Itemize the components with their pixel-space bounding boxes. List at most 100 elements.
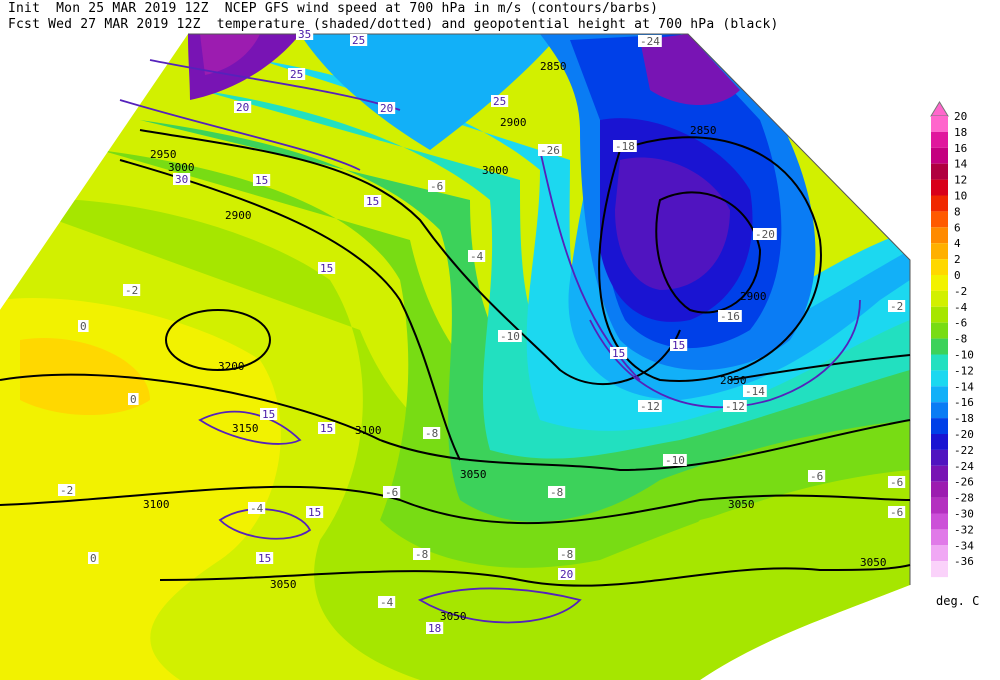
temperature-label: -18: [615, 140, 635, 153]
temperature-label: -20: [755, 228, 775, 241]
colorbar-label: -22: [954, 444, 974, 457]
header-forecast-line: Fcst Wed 27 MAR 2019 12Z temperature (sh…: [8, 17, 779, 32]
colorbar-label: 0: [954, 269, 961, 282]
colorbar-label: 16: [954, 142, 967, 155]
height-contour-label: 3000: [168, 161, 195, 174]
wind-speed-label: 15: [262, 408, 275, 421]
temperature-label: 0: [80, 320, 87, 333]
wind-speed-label: 15: [258, 552, 271, 565]
height-contour-label: 3100: [143, 498, 170, 511]
colorbar-label: 20: [954, 110, 967, 123]
height-contour-label: 3000: [482, 164, 509, 177]
wind-speed-label: 20: [236, 101, 249, 114]
colorbar-swatch: [931, 131, 948, 148]
temperature-label: -8: [560, 548, 573, 561]
wind-speed-label: 15: [612, 347, 625, 360]
temperature-label: -12: [725, 400, 745, 413]
height-contour-label: 3150: [232, 422, 259, 435]
wind-speed-label: 35: [298, 28, 311, 41]
temperature-label: -6: [385, 486, 398, 499]
wind-speed-label: 15: [366, 195, 379, 208]
colorbar-swatch: [931, 513, 948, 530]
wind-speed-label: 15: [308, 506, 321, 519]
colorbar-label: -30: [954, 508, 974, 521]
colorbar-label: -12: [954, 364, 974, 377]
height-contour-label: 3050: [460, 468, 487, 481]
height-contour-label: 3050: [440, 610, 467, 623]
colorbar-swatch: [931, 195, 948, 212]
wind-speed-label: 15: [672, 339, 685, 352]
colorbar-label: -24: [954, 460, 974, 473]
height-contour-label: 2850: [540, 60, 567, 73]
temperature-label: -4: [380, 596, 394, 609]
colorbar-swatch: [931, 449, 948, 466]
height-contour-label: 2950: [150, 148, 177, 161]
height-contour-label: 2900: [740, 290, 767, 303]
colorbar-label: -6: [954, 317, 967, 330]
colorbar-swatch: [931, 529, 948, 546]
temperature-label: -6: [890, 506, 903, 519]
height-contour-label: 3200: [218, 360, 245, 373]
colorbar-swatch: [931, 338, 948, 355]
wind-speed-label: 18: [428, 622, 441, 635]
colorbar-label: -2: [954, 285, 967, 298]
colorbar-arrow: [930, 101, 949, 117]
colorbar-swatch: [931, 497, 948, 514]
colorbar-swatch: [931, 322, 948, 339]
wind-speed-label: 15: [255, 174, 268, 187]
temperature-label: -8: [550, 486, 563, 499]
colorbar-swatch: [931, 370, 948, 387]
colorbar-swatch: [931, 243, 948, 260]
colorbar-label: -32: [954, 523, 974, 536]
colorbar-swatch: [931, 116, 948, 132]
colorbar-swatch: [931, 402, 948, 419]
temperature-label: -8: [415, 548, 428, 561]
colorbar-label: 4: [954, 237, 961, 250]
temperature-label: 0: [130, 393, 137, 406]
temperature-label: -6: [890, 476, 903, 489]
height-contour-label: 2900: [500, 116, 527, 129]
colorbar-units: deg. C: [936, 594, 980, 608]
colorbar-label: -16: [954, 396, 974, 409]
colorbar-swatch: [931, 163, 948, 180]
temperature-label: -2: [890, 300, 903, 313]
height-contours: [0, 129, 911, 587]
wind-speed-label: 25: [290, 68, 303, 81]
temperature-label: -10: [500, 330, 520, 343]
temperature-label: -6: [430, 180, 443, 193]
colorbar-swatch: [931, 275, 948, 291]
wind-speed-label: 20: [560, 568, 573, 581]
colorbar-label: -14: [954, 380, 974, 393]
temperature-label: -24: [640, 35, 660, 48]
colorbar-swatch: [931, 386, 948, 403]
colorbar-swatch: [931, 354, 948, 371]
temperature-label: -2: [125, 284, 138, 297]
temperature-label: -6: [810, 470, 823, 483]
temperature-label: -14: [745, 385, 765, 398]
temperature-label: -26: [540, 144, 560, 157]
colorbar-label: 6: [954, 221, 961, 234]
colorbar-swatch: [931, 465, 948, 482]
colorbar-label: -4: [954, 301, 968, 314]
colorbar-swatch: [931, 561, 948, 578]
colorbar-label: -10: [954, 349, 974, 362]
colorbar-swatch: [931, 147, 948, 164]
colorbar-swatch: [931, 211, 948, 228]
colorbar-label: -8: [954, 333, 967, 346]
colorbar-swatch: [931, 259, 948, 275]
wind-speed-label: 25: [493, 95, 506, 108]
height-contour-label: 2850: [690, 124, 717, 137]
height-contour-label: 3050: [728, 498, 755, 511]
wind-speed-label: 15: [320, 262, 333, 275]
wind-speed-label: 20: [380, 102, 393, 115]
colorbar-label: 2: [954, 253, 961, 266]
colorbar-label: -34: [954, 539, 974, 552]
colorbar-swatch: [931, 227, 948, 244]
wind-speed-label: 25: [352, 34, 365, 47]
colorbar-swatch: [931, 306, 948, 323]
colorbar: 20181614121086420-2-4-6-8-10-12-14-16-18…: [930, 101, 974, 578]
temperature-label: 0: [90, 552, 97, 565]
height-contour-label: 3050: [270, 578, 297, 591]
